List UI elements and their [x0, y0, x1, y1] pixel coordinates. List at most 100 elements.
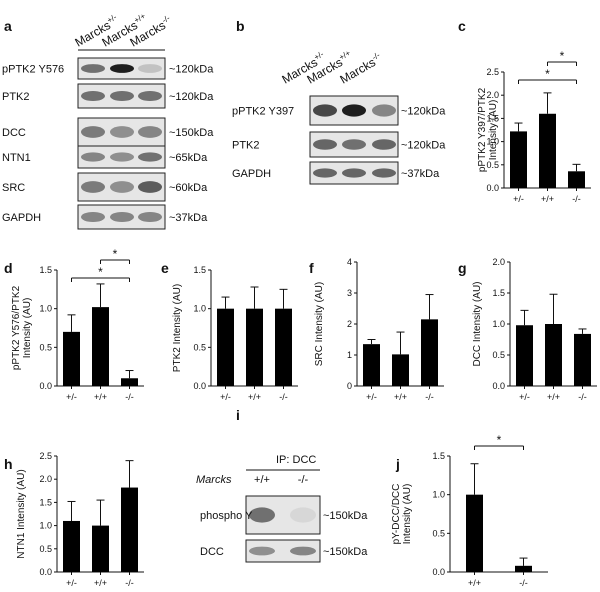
- bar: [92, 307, 109, 386]
- x-tick-label: +/-: [220, 392, 231, 402]
- blot-strip: [245, 539, 321, 563]
- panel-label: c: [458, 18, 466, 34]
- bar: [217, 308, 234, 386]
- y-axis-label-line: pY-DCC/DCC: [391, 484, 402, 545]
- y-axis-label: PTK2 Intensity (AU): [172, 284, 183, 372]
- ip-label: IP: DCC: [276, 454, 316, 466]
- y-tick-label: 1: [347, 350, 352, 360]
- x-tick-label: +/-: [366, 392, 377, 402]
- x-tick-label: +/+: [94, 578, 107, 588]
- bar: [121, 487, 138, 572]
- x-tick-label: +/-: [66, 392, 77, 402]
- y-tick-label: 1.0: [492, 319, 505, 329]
- y-tick-label: 1.0: [39, 304, 52, 314]
- bar: [363, 344, 380, 386]
- blot-band: [249, 507, 275, 523]
- chart-c: c 0.0 0.5 1.0 1.5 2.0 2.5 pPTK2 Y397/PTK2Intens…: [458, 18, 591, 204]
- blot-band: [290, 507, 316, 523]
- x-tick-label: -/-: [519, 578, 528, 588]
- blot-size: ~150kDa: [323, 546, 368, 558]
- panel-label: d: [4, 260, 13, 276]
- panel-label: b: [236, 18, 245, 34]
- y-tick-label: 0.5: [486, 160, 499, 170]
- y-tick-label: 1.0: [486, 137, 499, 147]
- blot-label: PTK2: [2, 91, 30, 103]
- blot-band: [313, 168, 337, 178]
- blot-band: [110, 90, 134, 102]
- blot-band: [313, 139, 337, 150]
- y-tick-label: 1.5: [39, 497, 52, 507]
- bar: [516, 325, 533, 386]
- y-axis-label: pPTK2 Y576/PTK2Intensity (AU): [11, 285, 33, 370]
- bar: [421, 319, 438, 386]
- blot-band: [138, 211, 162, 223]
- significance-star: *: [113, 247, 118, 261]
- bar: [392, 354, 409, 386]
- blot-band: [110, 126, 134, 138]
- chart-e: e 0.0 0.5 1.0 1.5 PTK2 Intensity (AU) +/- +/+ -/…: [161, 260, 298, 402]
- bar: [63, 520, 80, 572]
- blot-band: [110, 181, 134, 193]
- y-tick-label: 2.5: [39, 451, 52, 461]
- lane-label: +/+: [254, 474, 270, 486]
- blot-band: [81, 126, 105, 138]
- blot-size: ~37kDa: [169, 212, 208, 224]
- blot-band: [110, 64, 134, 73]
- y-tick-label: 1.5: [193, 265, 206, 275]
- blot-label: DCC: [2, 127, 26, 139]
- y-axis-label: pY-DCC/DCCIntensity (AU): [391, 484, 413, 545]
- y-tick-label: 0.5: [432, 528, 445, 538]
- y-tick-label: 0.5: [193, 342, 206, 352]
- blot-band: [81, 64, 105, 73]
- blot-label: pPTK2 Y397: [232, 106, 294, 118]
- lane-label: -/-: [298, 474, 309, 486]
- y-tick-label: 0.5: [492, 350, 505, 360]
- chart-h: h 0.0 0.5 1.0 1.5 2.0 2.5 NTN1 Intensity (AU) +/…: [4, 451, 144, 588]
- blot-label: DCC: [200, 546, 224, 558]
- blot-size: ~150kDa: [169, 127, 214, 139]
- y-axis-label: SRC Intensity (AU): [314, 282, 325, 366]
- y-tick-label: 1.5: [486, 113, 499, 123]
- bar: [63, 331, 80, 386]
- blot-band: [342, 168, 366, 178]
- bar: [92, 525, 109, 572]
- panel-label: j: [395, 456, 400, 472]
- blot-band: [81, 211, 105, 223]
- y-tick-label: 2.0: [39, 474, 52, 484]
- chart-j: j 0.0 0.5 1.0 1.5 pY-DCC/DCCIntensity (AU) +/+…: [391, 433, 548, 588]
- genotype-sup: +/-: [312, 49, 325, 62]
- x-tick-label: +/+: [394, 392, 407, 402]
- bar: [121, 378, 138, 386]
- genotype-label: Marcks: [196, 474, 232, 486]
- significance-star: *: [560, 49, 565, 63]
- blot-size: ~120kDa: [169, 64, 214, 76]
- y-tick-label: 1.5: [432, 451, 445, 461]
- y-tick-label: 1.5: [492, 288, 505, 298]
- x-tick-label: +/+: [541, 194, 554, 204]
- bar: [510, 131, 527, 188]
- bar: [246, 308, 263, 386]
- y-axis-label: DCC Intensity (AU): [472, 281, 483, 366]
- y-axis-label-line: Intensity (AU): [22, 298, 33, 359]
- x-tick-label: +/+: [248, 392, 261, 402]
- blot-size: ~65kDa: [169, 152, 208, 164]
- blot-label: SRC: [2, 182, 25, 194]
- blot-band: [372, 168, 396, 178]
- x-tick-label: +/-: [513, 194, 524, 204]
- genotype-sup: -/-: [370, 50, 381, 62]
- y-tick-label: 1.0: [432, 490, 445, 500]
- y-tick-label: 0.0: [432, 567, 445, 577]
- y-axis-label-line: pPTK2 Y576/PTK2: [11, 285, 22, 370]
- panel-label: f: [309, 260, 314, 276]
- x-tick-label: -/-: [279, 392, 288, 402]
- x-tick-label: -/-: [125, 392, 134, 402]
- y-axis-label-line: Intensity (AU): [402, 484, 413, 545]
- chart-d: d 0.0 0.5 1.0 1.5 pPTK2 Y576/PTK2Intensity (A…: [4, 247, 144, 402]
- panel-label: a: [4, 18, 12, 34]
- blot-band: [81, 90, 105, 102]
- blot-band: [372, 139, 396, 150]
- blot-band: [138, 90, 162, 102]
- blot-band: [138, 152, 162, 162]
